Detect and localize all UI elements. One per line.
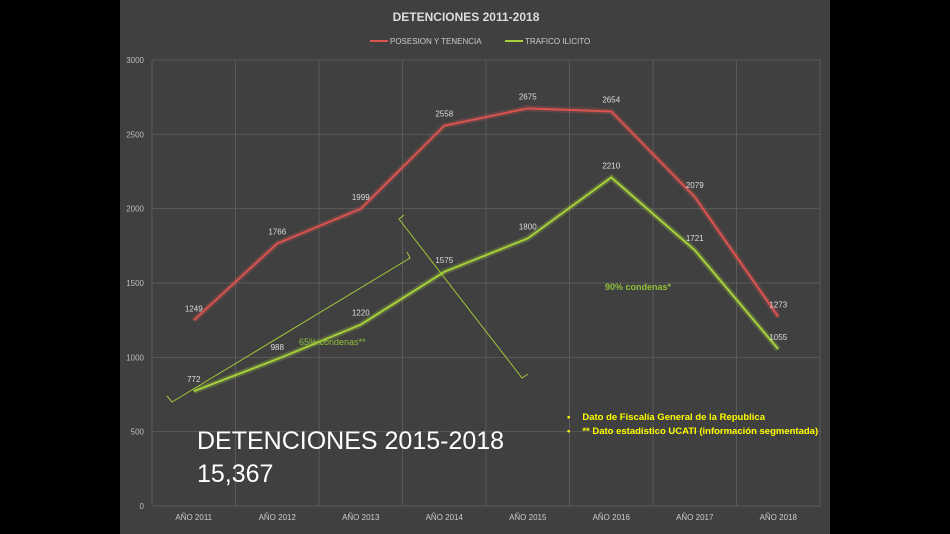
- annotation-90: 90% condenas*: [605, 282, 672, 292]
- x-tick-label: AÑO 2017: [676, 513, 714, 522]
- data-label: 1766: [268, 227, 286, 236]
- data-label: 2654: [602, 95, 620, 104]
- data-label: 1273: [769, 301, 787, 310]
- x-tick-label: AÑO 2014: [426, 513, 464, 522]
- data-label: 2558: [435, 110, 453, 119]
- annotation-65: 65% condenas**: [299, 337, 366, 347]
- x-tick-label: AÑO 2018: [760, 513, 798, 522]
- data-label: 2210: [602, 161, 620, 170]
- y-tick-label: 1500: [126, 279, 144, 288]
- note-item: Dato de Fiscalía General de la Republica: [567, 411, 818, 425]
- series-line: [193, 107, 780, 322]
- legend-label: POSESION Y TENENCIA: [390, 37, 482, 46]
- data-label: 1220: [352, 309, 370, 318]
- legend-label: TRAFICO ILICITO: [525, 37, 590, 46]
- data-label: 2675: [519, 92, 537, 101]
- bracket-65: [166, 251, 411, 403]
- series-line: [193, 176, 780, 393]
- y-tick-label: 2500: [126, 130, 144, 139]
- data-label: 1999: [352, 193, 370, 202]
- data-label: 2079: [686, 181, 704, 190]
- x-tick-label: AÑO 2012: [259, 513, 297, 522]
- y-tick-label: 3000: [126, 56, 144, 65]
- x-tick-label: AÑO 2016: [593, 513, 631, 522]
- data-label: 1575: [435, 256, 453, 265]
- y-tick-label: 2000: [126, 205, 144, 214]
- y-tick-label: 0: [140, 502, 145, 511]
- data-label: 988: [271, 343, 285, 352]
- total-value: 15,367: [197, 460, 274, 488]
- data-label: 1800: [519, 222, 537, 231]
- x-tick-label: AÑO 2013: [342, 513, 380, 522]
- y-tick-label: 1000: [126, 353, 144, 362]
- data-label: 772: [187, 375, 201, 384]
- x-tick-label: AÑO 2011: [175, 513, 212, 522]
- x-tick-label: AÑO 2015: [509, 513, 547, 522]
- bracket-90: [398, 214, 529, 379]
- note-item: ** Dato estadístico UCATI (información s…: [567, 425, 818, 439]
- data-label: 1055: [769, 333, 787, 342]
- y-tick-label: 500: [131, 428, 145, 437]
- chart-panel: [120, 0, 830, 534]
- chart-title: DETENCIONES 2011-2018: [393, 10, 540, 24]
- total-title: DETENCIONES 2015-2018: [197, 427, 505, 455]
- source-notes: Dato de Fiscalía General de la Republica…: [567, 411, 818, 439]
- total-detentions: DETENCIONES 2015-2018 15,367: [197, 425, 504, 491]
- data-label: 1721: [686, 234, 704, 243]
- data-label: 1249: [185, 304, 203, 313]
